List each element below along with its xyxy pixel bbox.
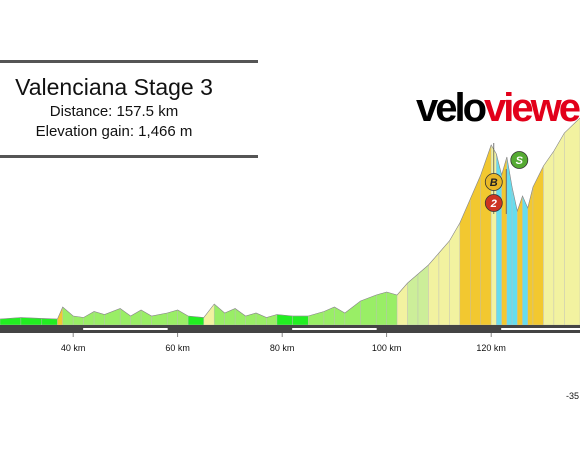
profile-segments [0,117,580,326]
climb-markers: S B 2 [484,143,529,214]
profile-segment [255,312,267,326]
x-tick-label: 100 km [372,343,402,353]
kom-marker-label: 2 [490,198,497,210]
profile-segment [459,198,471,326]
x-tick-label: 40 km [61,343,86,353]
profile-segment [438,240,450,326]
profile-segment [428,252,440,326]
x-tick-label: 60 km [165,343,190,353]
sprint-marker-label: S [516,155,524,167]
profile-segment [480,144,492,326]
profile-outline [0,117,580,320]
road-band [0,325,580,333]
km-stripe [292,328,377,330]
profile-segment [344,300,361,326]
km-stripes [83,328,580,330]
x-axis-ticks: 40 km 60 km 80 km 100 km 120 km [61,333,506,353]
profile-segment [119,308,131,326]
profile-segment [203,303,215,326]
bonus-marker-label: B [490,177,498,189]
profile-segment [83,311,95,326]
stage-info-box: Valenciana Stage 3 Distance: 157.5 km El… [0,60,258,158]
km-stripe [83,328,168,330]
profile-segment [323,306,335,326]
bonus-marker [484,173,503,191]
profile-segment [522,195,528,326]
kom-marker [484,194,503,212]
veloviewer-logo: veloviewe [416,86,580,131]
sprint-marker [510,151,529,169]
profile-segment [543,150,555,326]
stage-title: Valenciana Stage 3 [15,74,213,100]
profile-segment [417,264,429,326]
profile-segment [62,306,74,326]
profile-segment [532,165,544,326]
logo-velo: velo [416,86,487,130]
profile-segment [130,309,142,326]
info-bottom-rule [0,155,258,158]
logo-viewer: viewe [484,86,580,130]
profile-segment [553,132,565,326]
profile-segment [234,308,246,326]
profile-segment [564,117,580,326]
x-tick-label: 80 km [270,343,295,353]
profile-segment [177,309,189,326]
info-top-rule [0,60,258,63]
x-tick-label: 120 km [476,343,506,353]
profile-segment [292,315,309,326]
profile-segment [386,291,398,326]
profile-segment [41,318,58,326]
footer-value: -35 [566,391,579,401]
profile-segment [376,291,387,326]
profile-segment [93,311,105,326]
profile-segment [104,308,121,326]
km-stripe [501,328,580,330]
stage-elevation-gain: Elevation gain: 1,466 m [35,123,193,140]
stage-distance: Distance: 157.5 km [49,103,179,120]
profile-segment [470,174,481,326]
profile-segment [140,309,152,326]
profile-segment [57,306,63,326]
profile-segment [20,317,43,326]
profile-segment [517,195,523,326]
profile-segment [360,294,377,326]
profile-segment [214,303,225,326]
profile-segment [527,186,534,326]
